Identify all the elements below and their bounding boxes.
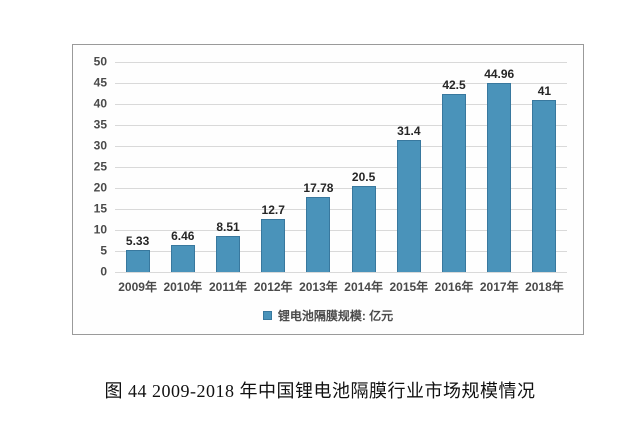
y-axis-tick-label: 35 — [93, 117, 107, 132]
bar-value-label: 6.46 — [171, 228, 195, 243]
x-axis: 2009年 2010年 2011年 2012年 2013年 2014年 2015年 2016年… — [115, 278, 567, 295]
bar-2013年: 17.78 — [303, 181, 333, 272]
bar-value-label: 20.5 — [351, 169, 376, 184]
figure-caption: 图 44 2009-2018 年中国锂电池隔膜行业市场规模情况 — [104, 381, 536, 401]
gridline — [115, 188, 567, 189]
gridline — [115, 62, 567, 63]
bar-slot: 6.46 — [160, 62, 205, 272]
gridline — [115, 251, 567, 252]
bar-series: 5.33 6.46 8.51 12.7 17.78 20.5 31.4 42.5 44.96 41 — [115, 62, 567, 272]
bar-slot: 8.51 — [205, 62, 250, 272]
bar-slot: 5.33 — [115, 62, 160, 272]
bar-value-label: 12.7 — [261, 202, 285, 217]
bar-2012年: 12.7 — [261, 203, 286, 272]
bar-value-label: 42.5 — [442, 77, 466, 92]
bar-2015年: 31.4 — [396, 124, 421, 272]
bar-value-label: 41 — [537, 83, 552, 98]
bar-2014年: 20.5 — [351, 170, 376, 272]
x-axis-tick-label: 2015年 — [389, 280, 429, 294]
gridline — [115, 272, 567, 273]
gridline — [115, 230, 567, 231]
bar-2011年: 8.51 — [216, 220, 240, 272]
bar-2016年: 42.5 — [442, 78, 467, 272]
plot-area: 0 5 10 15 20 25 30 35 40 45 50 5.33 6.46 8.51 12.7 17.… — [94, 54, 567, 278]
chart-frame: 0 5 10 15 20 25 30 35 40 45 50 5.33 6.46 8.51 12.7 17.… — [72, 44, 584, 335]
x-axis-tick-label: 2013年 — [299, 280, 338, 294]
bar-2018年: 41 — [532, 84, 557, 272]
bar-2017年: 44.96 — [484, 67, 514, 272]
bar-value-label: 8.51 — [216, 220, 240, 235]
x-axis-tick-label: 2011年 — [208, 280, 248, 294]
bar-value-label: 44.96 — [484, 67, 515, 82]
x-axis-tick-label: 2009年 — [118, 280, 157, 294]
x-axis-tick-label: 2014年 — [344, 280, 383, 294]
bar-slot: 20.5 — [341, 62, 386, 272]
bar-2010年: 6.46 — [170, 229, 195, 272]
y-axis-tick-label: 45 — [93, 75, 107, 90]
gridline — [115, 167, 567, 168]
y-axis-tick-label: 5 — [100, 243, 107, 258]
y-axis-tick-label: 0 — [100, 264, 107, 279]
y-axis-tick-label: 15 — [93, 201, 107, 216]
gridline — [115, 209, 567, 210]
bar-slot: 12.7 — [251, 62, 296, 272]
bar-value-label: 17.78 — [303, 181, 334, 196]
y-axis-tick-label: 30 — [93, 138, 107, 153]
bar-2009年: 5.33 — [125, 234, 150, 272]
y-axis-tick-label: 40 — [93, 96, 107, 111]
bar-slot: 42.5 — [431, 62, 476, 272]
x-axis-tick-label: 2012年 — [253, 280, 293, 294]
x-axis-tick-label: 2018年 — [525, 280, 564, 294]
legend-swatch — [262, 311, 272, 320]
y-axis-tick-label: 10 — [93, 222, 107, 237]
legend: 锂电池隔膜规模: 亿元 — [73, 307, 583, 324]
bar-slot: 17.78 — [296, 62, 341, 272]
x-axis-tick-label: 2017年 — [479, 280, 519, 294]
bar-value-label: 5.33 — [125, 233, 150, 248]
y-axis-tick-label: 25 — [93, 159, 107, 174]
bar-slot: 31.4 — [386, 62, 431, 272]
y-axis-tick-label: 20 — [93, 180, 107, 195]
gridline — [115, 104, 567, 105]
bar-slot: 44.96 — [477, 62, 522, 272]
gridline — [115, 125, 567, 126]
bar-value-label: 31.4 — [397, 124, 421, 139]
legend-label: 锂电池隔膜规模: 亿元 — [277, 309, 394, 323]
x-axis-tick-label: 2016年 — [434, 280, 474, 294]
x-axis-tick-label: 2010年 — [163, 280, 203, 294]
gridline — [115, 146, 567, 147]
gridline — [115, 83, 567, 84]
bar-slot: 41 — [522, 62, 567, 272]
y-axis-tick-label: 50 — [93, 54, 107, 69]
